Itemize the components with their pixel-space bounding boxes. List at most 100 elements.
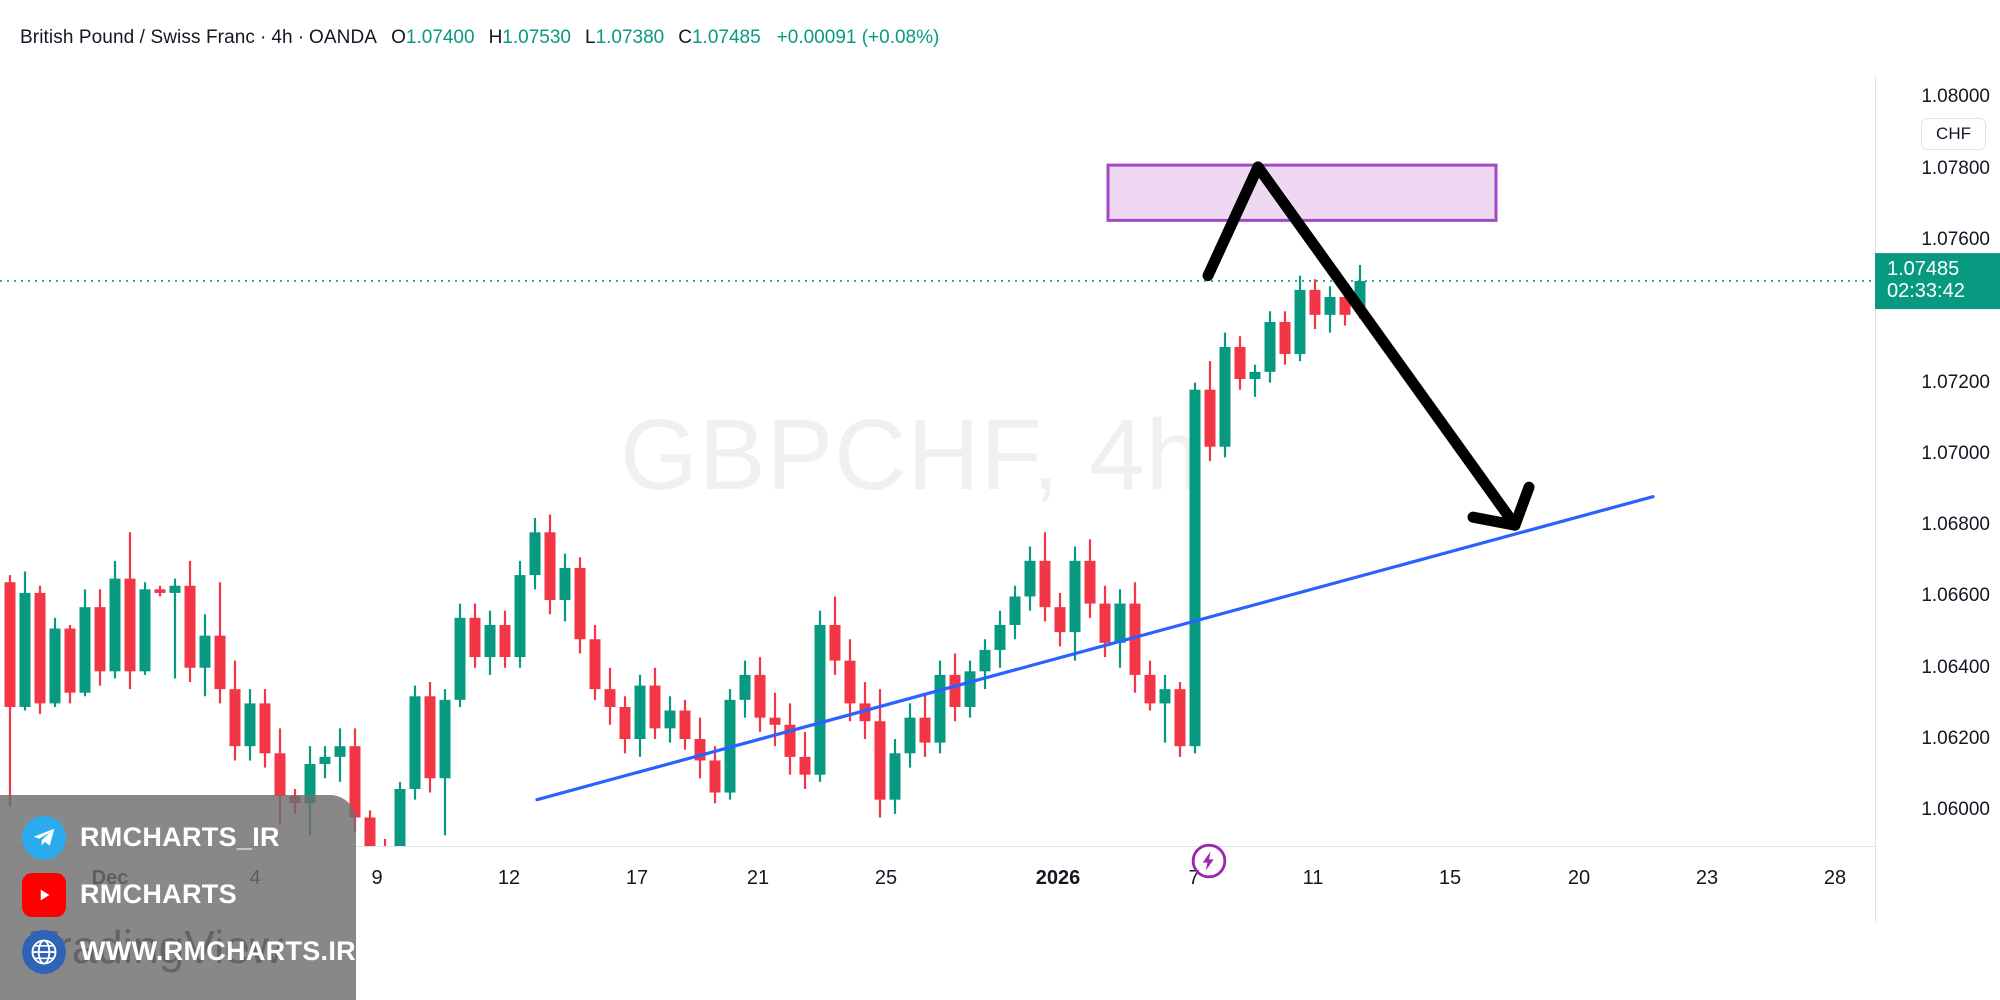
candle-body xyxy=(739,674,751,700)
price-tick: 1.07200 xyxy=(1921,371,1990,393)
candle-body xyxy=(1174,689,1186,747)
candle-body xyxy=(499,624,511,658)
interval-label[interactable]: 4h xyxy=(271,27,293,48)
promo-row-website[interactable]: WWW.RMCHARTS.IR xyxy=(22,923,356,980)
symbol-name[interactable]: British Pound / Swiss Franc xyxy=(20,27,256,48)
exchange-label[interactable]: OANDA xyxy=(309,27,378,48)
candle-body xyxy=(829,624,841,661)
candle-body xyxy=(529,532,541,576)
candle-body xyxy=(469,617,481,658)
current-price-value: 1.07485 xyxy=(1887,258,1960,281)
ascending-support-trendline[interactable] xyxy=(535,495,1655,802)
candle-body xyxy=(694,739,706,761)
legend-separator-2: · xyxy=(297,27,305,48)
chart-plot-area[interactable] xyxy=(0,76,1875,846)
promo-row-youtube[interactable]: RMCHARTS xyxy=(22,866,356,923)
candle-body xyxy=(709,760,721,793)
price-axis[interactable]: CHF 1.08000 1.07800 1.07600 1.07200 1.07000 1… xyxy=(1875,76,2000,922)
telegram-icon xyxy=(22,815,66,860)
candle-body xyxy=(799,756,811,775)
candle-body xyxy=(994,624,1006,650)
candle-body xyxy=(1204,389,1216,447)
trendline-group[interactable] xyxy=(535,495,1655,802)
supply-zone-rect[interactable] xyxy=(1106,163,1498,222)
candle-body xyxy=(319,756,331,765)
candle-body xyxy=(409,696,421,789)
promo-label-website: WWW.RMCHARTS.IR xyxy=(80,936,356,966)
time-tick: 17 xyxy=(625,867,649,889)
candle-body xyxy=(139,589,151,672)
globe-icon xyxy=(22,929,66,974)
time-tick: 25 xyxy=(874,867,898,889)
candle-body xyxy=(769,717,781,725)
candle-body xyxy=(199,635,211,668)
price-tick: 1.07800 xyxy=(1921,157,1990,179)
candle-body xyxy=(1054,607,1066,633)
chart-header-legend[interactable]: British Pound / Swiss Franc · 4h · OANDA… xyxy=(0,0,2000,76)
candle-body xyxy=(649,685,661,729)
time-tick: 23 xyxy=(1695,867,1719,889)
candle-body xyxy=(349,746,361,818)
candlestick-series xyxy=(4,264,1366,846)
candle-body xyxy=(544,532,556,601)
candle-body xyxy=(109,578,121,672)
candle-body xyxy=(559,567,571,601)
candle-body xyxy=(844,660,856,704)
candle-body xyxy=(184,585,196,668)
candle-body xyxy=(814,624,826,775)
candle-body xyxy=(1324,297,1336,315)
candle-body xyxy=(784,724,796,757)
projection-arrow-head xyxy=(1467,481,1535,531)
ohlc-close-key: C xyxy=(678,27,692,48)
time-tick: 2026 xyxy=(1035,867,1081,889)
candle-body xyxy=(1084,560,1096,604)
candle-body xyxy=(1069,560,1081,633)
candle-body xyxy=(1219,346,1231,447)
time-tick: 12 xyxy=(497,867,521,889)
supply-zone-group[interactable] xyxy=(1106,163,1498,222)
promo-row-telegram[interactable]: RMCHARTS_IR xyxy=(22,809,356,866)
candle-body xyxy=(589,639,601,690)
time-tick: 20 xyxy=(1567,867,1591,889)
price-tick: 1.07000 xyxy=(1921,442,1990,464)
candle-body xyxy=(1039,560,1051,608)
projection-arrow-shaft[interactable] xyxy=(1202,161,1521,531)
candle-body xyxy=(919,717,931,743)
candle-body xyxy=(4,582,16,707)
candle-body xyxy=(1234,346,1246,380)
candle-body xyxy=(619,706,631,740)
promo-label-youtube: RMCHARTS xyxy=(80,879,237,909)
lightning-icon[interactable] xyxy=(1190,842,1228,880)
candle-body xyxy=(1189,389,1201,747)
current-price-badge[interactable]: 1.07485 02:33:42 xyxy=(1875,253,2000,309)
candle-body xyxy=(1339,297,1351,315)
price-tick: 1.06400 xyxy=(1921,656,1990,678)
candle-body xyxy=(484,624,496,658)
candle-body xyxy=(889,753,901,800)
candle-body xyxy=(1144,674,1156,704)
ohlc-high-value: 1.07530 xyxy=(502,27,571,48)
price-tick: 1.06000 xyxy=(1921,799,1990,821)
candle-body xyxy=(34,592,46,704)
ohlc-open-value: 1.07400 xyxy=(405,27,475,48)
time-tick: 15 xyxy=(1438,867,1462,889)
chart-canvas[interactable] xyxy=(0,76,1875,846)
candle-body xyxy=(679,710,691,740)
candle-body xyxy=(439,699,451,779)
ohlc-open-key: O xyxy=(391,27,406,48)
candle-body xyxy=(304,764,316,804)
currency-pill[interactable]: CHF xyxy=(1921,118,1986,150)
ohlc-high: H1.07530 xyxy=(489,27,571,49)
candle-body xyxy=(964,671,976,707)
legend-separator-1: · xyxy=(260,27,267,48)
price-tick: 1.06200 xyxy=(1921,728,1990,750)
projection-arrow-group[interactable] xyxy=(1202,161,1535,531)
price-tick: 1.06600 xyxy=(1921,585,1990,607)
candle-body xyxy=(214,635,226,690)
promo-overlay: RMCHARTS_IR RMCHARTS WWW.RMCHARTS.IR xyxy=(0,795,356,1000)
candle-body xyxy=(604,689,616,707)
candle-body xyxy=(634,685,646,740)
candle-body xyxy=(1309,289,1321,315)
candle-body xyxy=(1249,371,1261,380)
